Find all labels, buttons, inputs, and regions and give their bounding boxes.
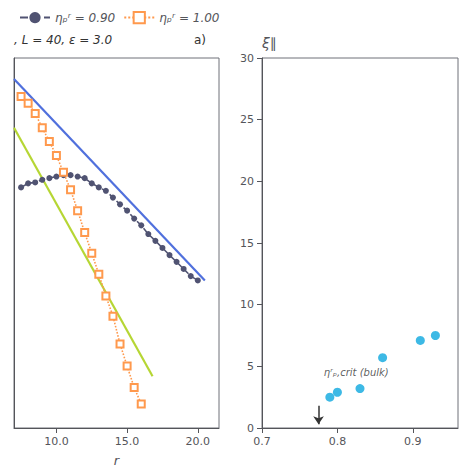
svg-text:15: 15 bbox=[240, 237, 254, 250]
svg-text:0.7: 0.7 bbox=[253, 435, 271, 448]
svg-text:15.0: 15.0 bbox=[115, 435, 139, 448]
svg-text:20.0: 20.0 bbox=[186, 435, 211, 448]
svg-text:25: 25 bbox=[240, 113, 254, 126]
svg-text:0.9: 0.9 bbox=[404, 435, 422, 448]
svg-text:, L = 40, ε = 3.0: , L = 40, ε = 3.0 bbox=[14, 33, 113, 47]
svg-text:20: 20 bbox=[240, 175, 254, 188]
svg-text:ηʳₚ,crit (bulk): ηʳₚ,crit (bulk) bbox=[324, 367, 389, 378]
svg-text:ηₚʳ = 0.90: ηₚʳ = 0.90 bbox=[55, 11, 116, 25]
svg-text:5: 5 bbox=[247, 360, 254, 373]
svg-text:a): a) bbox=[194, 33, 206, 47]
svg-text:30: 30 bbox=[240, 52, 254, 65]
svg-text:0: 0 bbox=[247, 422, 254, 435]
svg-text:10: 10 bbox=[240, 298, 254, 311]
svg-text:0.8: 0.8 bbox=[329, 435, 347, 448]
svg-text:ηₚʳ = 1.00: ηₚʳ = 1.00 bbox=[159, 11, 220, 25]
svg-text:r: r bbox=[114, 453, 121, 468]
svg-text:10.0: 10.0 bbox=[44, 435, 69, 448]
svg-text:ξ∥: ξ∥ bbox=[261, 35, 277, 51]
